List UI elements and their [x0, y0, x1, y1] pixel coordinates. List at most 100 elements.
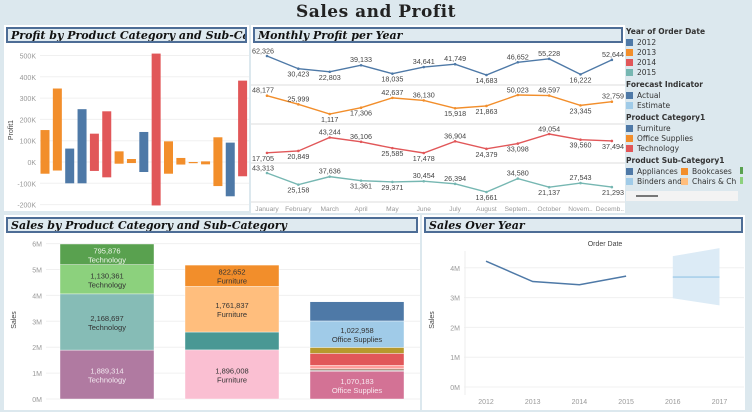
legend-subcategory-binders-and-[interactable]: Binders and..: [626, 176, 681, 186]
y-tick-label: -100K: [17, 181, 36, 188]
sales-segment[interactable]: [184, 331, 280, 351]
profit-value-label: 27,543: [570, 173, 592, 182]
legend-forecast-actual[interactable]: Actual: [626, 90, 752, 100]
profit-value-label: 34,641: [413, 57, 435, 66]
y-tick-label: 0M: [450, 385, 460, 392]
scrollbar-thumb[interactable]: [636, 195, 658, 197]
sales-segment[interactable]: [184, 349, 280, 400]
profit-point: [516, 60, 520, 64]
monthly-profit-chart[interactable]: 62,326 30,423 22,803 39,133 18,035 34,641 41,7…: [251, 25, 625, 213]
legend-subcategory-appliances[interactable]: Appliances: [626, 166, 681, 176]
sales-segment[interactable]: [309, 371, 405, 400]
sales-segment[interactable]: [309, 365, 405, 369]
x-tick-label: 2017: [712, 399, 728, 406]
sales-segment[interactable]: [309, 301, 405, 322]
profit-bar[interactable]: [52, 88, 62, 171]
profit-value-label: 43,313: [252, 164, 274, 173]
profit-bar[interactable]: [176, 157, 186, 165]
legend-label: Binders and..: [637, 176, 681, 186]
sales-segment[interactable]: [59, 293, 155, 351]
profit-bar[interactable]: [225, 142, 235, 197]
legend-label: Chairs & Ch..: [692, 176, 736, 186]
profit-line-2012: [266, 55, 613, 76]
y-tick-label: 300K: [20, 96, 37, 103]
profit-bar[interactable]: [102, 111, 112, 178]
profit-chart[interactable]: -200K -100K 0K 100K 200K 300K 400K 500K Profit1: [4, 25, 249, 211]
sales-segment[interactable]: [59, 349, 155, 400]
profit-value-label: 23,345: [570, 106, 592, 115]
profit-bar[interactable]: [201, 161, 211, 165]
profit-value-label: 25,999: [287, 94, 309, 103]
legend-category-technology[interactable]: Technology: [626, 143, 752, 153]
legend-label: Technology: [637, 143, 680, 153]
profit-bar[interactable]: [164, 141, 173, 174]
sales-segment[interactable]: [309, 320, 405, 348]
sales-segment[interactable]: [184, 286, 280, 333]
profit-value-label: 24,379: [475, 150, 497, 159]
legend-swatch: [626, 91, 633, 99]
legend-label: 2015: [637, 67, 657, 77]
segment-value-label: 795,876: [93, 246, 120, 255]
sales-segment[interactable]: [184, 264, 280, 287]
profit-bar[interactable]: [238, 80, 248, 177]
y-tick-label: 2M: [450, 325, 460, 332]
legend-label: Furniture: [637, 123, 671, 133]
profit-point: [579, 181, 582, 185]
sales-stacked-chart[interactable]: 0M1M2M3M4M5M6MSales1,889,314Technology2,…: [4, 215, 420, 410]
profit-value-label: 49,054: [538, 125, 560, 134]
profit-bar[interactable]: [114, 151, 124, 164]
legend-label: Appliances: [637, 166, 678, 176]
profit-value-label: 32,759: [602, 92, 624, 101]
legend-year-2013[interactable]: 2013: [626, 47, 752, 57]
profit-bar[interactable]: [40, 130, 50, 174]
profit-value-label: 21,137: [538, 188, 560, 197]
y-tick-label: 0M: [32, 397, 42, 404]
legend-forecast-estimate[interactable]: Estimate: [626, 100, 752, 110]
sales-segment[interactable]: [59, 264, 155, 295]
y-tick-label: 4M: [450, 266, 460, 273]
profit-value-label: 29,371: [381, 183, 403, 192]
profit-bar[interactable]: [213, 137, 223, 187]
profit-value-label: 30,454: [413, 171, 435, 180]
y-tick-label: -200K: [17, 203, 36, 210]
sales-segment[interactable]: [309, 353, 405, 366]
profit-point: [547, 94, 551, 97]
legend-subcategory-bookcases[interactable]: Bookcases: [681, 166, 736, 176]
profit-bar[interactable]: [65, 148, 75, 184]
profit-point: [391, 72, 394, 75]
legend-scrollbar[interactable]: [626, 191, 738, 201]
profit-point: [265, 94, 269, 98]
profit-value-label: 17,306: [350, 109, 372, 118]
profit-point: [453, 62, 457, 66]
x-tick-label: 2012: [478, 399, 494, 406]
legend-year-2012[interactable]: 2012: [626, 37, 752, 47]
sales-segment[interactable]: [59, 243, 155, 265]
sales-over-year-chart[interactable]: Order Date 0M 1M 2M 3M 4M Sales 2012 2013 2014 201…: [422, 215, 745, 410]
profit-bar[interactable]: [151, 53, 161, 206]
profit-value-label: 13,661: [475, 193, 497, 202]
legend-category-office-supplies[interactable]: Office Supplies: [626, 133, 752, 143]
profit-value-label: 33,098: [507, 145, 529, 154]
legend-swatch: [626, 167, 633, 175]
profit-bar[interactable]: [139, 131, 149, 173]
legend-panel: Year of Order Date 2012 2013 2014 2015 Fore…: [626, 24, 752, 201]
y-tick-label: 200K: [20, 117, 37, 124]
sales-segment[interactable]: [309, 347, 405, 354]
profit-point: [391, 96, 394, 100]
y-tick-label: 100K: [20, 139, 37, 146]
segment-category-label: Technology: [88, 376, 126, 385]
legend-subcategory-chairs-ch-[interactable]: Chairs & Ch..: [681, 176, 736, 186]
profit-value-label: 21,863: [475, 107, 497, 116]
segment-category-label: Technology: [88, 280, 126, 289]
sales-category-panel: Sales by Product Category and Sub-Catego…: [4, 215, 420, 410]
legend-year-2014[interactable]: 2014: [626, 57, 752, 67]
legend-label: Bookcases: [692, 166, 732, 176]
profit-bar[interactable]: [188, 162, 198, 164]
profit-bar[interactable]: [126, 159, 136, 164]
legend-year-2015[interactable]: 2015: [626, 67, 752, 77]
profit-bar[interactable]: [77, 109, 87, 184]
legend-category-furniture[interactable]: Furniture: [626, 123, 752, 133]
profit-point: [485, 73, 488, 77]
profit-bar[interactable]: [89, 133, 99, 171]
y-tick-label: 2M: [32, 345, 42, 352]
